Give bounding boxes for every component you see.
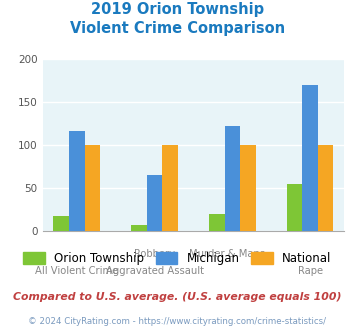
Text: Rape: Rape	[297, 266, 323, 276]
Text: Violent Crime Comparison: Violent Crime Comparison	[70, 21, 285, 36]
Bar	[318, 145, 333, 231]
Bar	[240, 145, 256, 231]
Bar	[302, 85, 318, 231]
Text: All Violent Crime: All Violent Crime	[35, 266, 119, 276]
Bar	[131, 225, 147, 231]
Legend: Orion Township, Michigan, National: Orion Township, Michigan, National	[19, 247, 336, 270]
Bar	[162, 145, 178, 231]
Text: © 2024 CityRating.com - https://www.cityrating.com/crime-statistics/: © 2024 CityRating.com - https://www.city…	[28, 317, 327, 326]
Bar	[147, 175, 162, 231]
Bar	[287, 184, 302, 231]
Bar	[209, 214, 225, 231]
Text: Compared to U.S. average. (U.S. average equals 100): Compared to U.S. average. (U.S. average …	[13, 292, 342, 302]
Bar	[84, 145, 100, 231]
Bar	[69, 131, 84, 231]
Text: Aggravated Assault: Aggravated Assault	[105, 266, 203, 276]
Bar	[225, 126, 240, 231]
Text: Robbery: Robbery	[134, 249, 175, 259]
Text: 2019 Orion Township: 2019 Orion Township	[91, 2, 264, 16]
Text: Murder & Mans...: Murder & Mans...	[190, 249, 275, 259]
Bar	[54, 215, 69, 231]
